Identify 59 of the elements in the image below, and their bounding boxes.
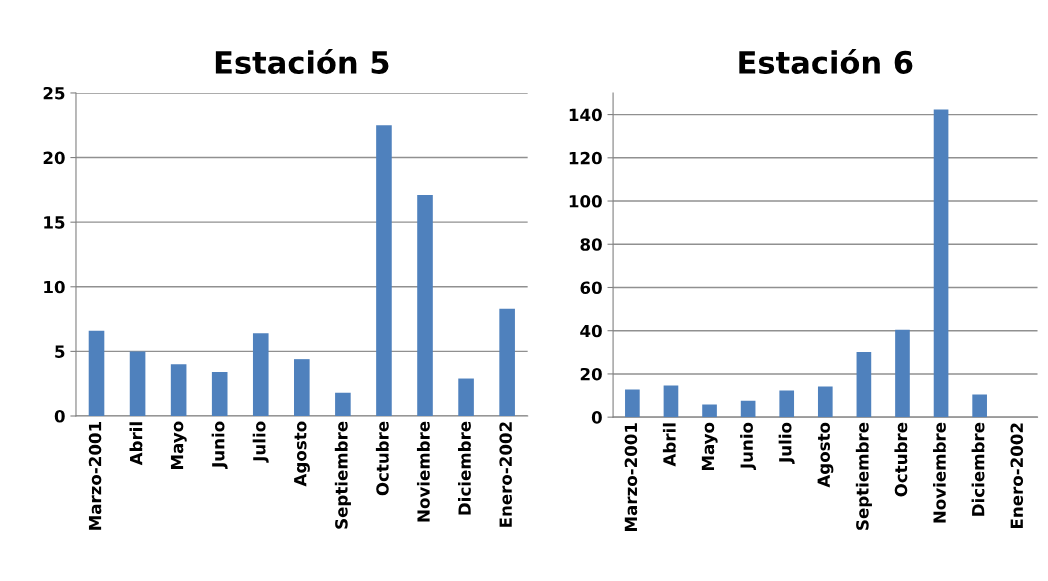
x-tick-label: Junio <box>740 422 757 471</box>
x-tick-label: Agosto <box>294 421 310 487</box>
x-tick-label: Abril <box>662 423 676 467</box>
x-tick-label: Agosto <box>817 422 834 488</box>
x-tick-label: Diciembre <box>971 422 985 516</box>
y-tick-label: 20 <box>43 151 65 165</box>
x-tick-label: Mayo <box>170 421 187 469</box>
x-tick-label: Marzo-2001 <box>624 423 638 531</box>
y-tick-label: 5 <box>55 345 65 358</box>
bar <box>972 394 987 418</box>
x-tick-label: Abril <box>129 422 143 466</box>
x-tick-label: Julio <box>778 422 795 464</box>
bar <box>294 359 310 416</box>
x-tick-label: Septiembre <box>334 421 351 529</box>
bar <box>856 352 872 418</box>
y-tick-label: 25 <box>43 86 65 100</box>
x-tick-label: Diciembre <box>458 421 471 515</box>
chart-title: Estación 6 <box>739 49 913 74</box>
y-tick-label: 0 <box>54 409 65 423</box>
x-tick-label: Septiembre <box>855 422 872 530</box>
bar <box>211 372 228 416</box>
bar <box>817 386 833 418</box>
bar <box>417 195 433 416</box>
y-tick-label: 100 <box>569 194 602 208</box>
y-tick-label: 60 <box>580 281 602 295</box>
bar <box>663 385 679 418</box>
chart-title: Estación 5 <box>215 49 389 74</box>
bar <box>129 351 146 416</box>
bar <box>170 364 187 416</box>
y-tick-label: 120 <box>569 151 602 165</box>
bar <box>458 378 474 416</box>
bar <box>933 109 949 418</box>
bar <box>335 392 351 416</box>
bar <box>625 389 640 418</box>
x-tick-label: Marzo-2001 <box>88 422 102 530</box>
bar <box>895 329 910 418</box>
y-tick-label: 20 <box>580 367 602 381</box>
x-tick-label: Octubre <box>375 421 389 496</box>
bar <box>702 404 717 418</box>
y-tick-label: 80 <box>580 238 602 251</box>
y-tick-label: 0 <box>591 411 602 424</box>
x-tick-label: Junio <box>211 421 228 469</box>
bar <box>376 125 392 416</box>
x-tick-label: Enero-2002 <box>499 422 512 527</box>
bar <box>499 308 515 416</box>
bar <box>88 330 105 416</box>
x-tick-label: Octubre <box>894 422 908 497</box>
x-tick-label: Julio <box>252 421 269 463</box>
bar <box>779 390 795 418</box>
x-tick-label: Mayo <box>701 422 718 471</box>
bar <box>740 400 756 418</box>
x-tick-label: Noviembre <box>932 422 946 523</box>
bar <box>252 333 269 416</box>
x-tick-label: Enero-2002 <box>1010 423 1024 529</box>
x-tick-label: Noviembre <box>416 421 430 522</box>
y-tick-label: 15 <box>44 216 65 229</box>
y-tick-label: 10 <box>44 280 65 294</box>
y-tick-label: 40 <box>580 324 602 338</box>
y-tick-label: 140 <box>569 108 602 122</box>
